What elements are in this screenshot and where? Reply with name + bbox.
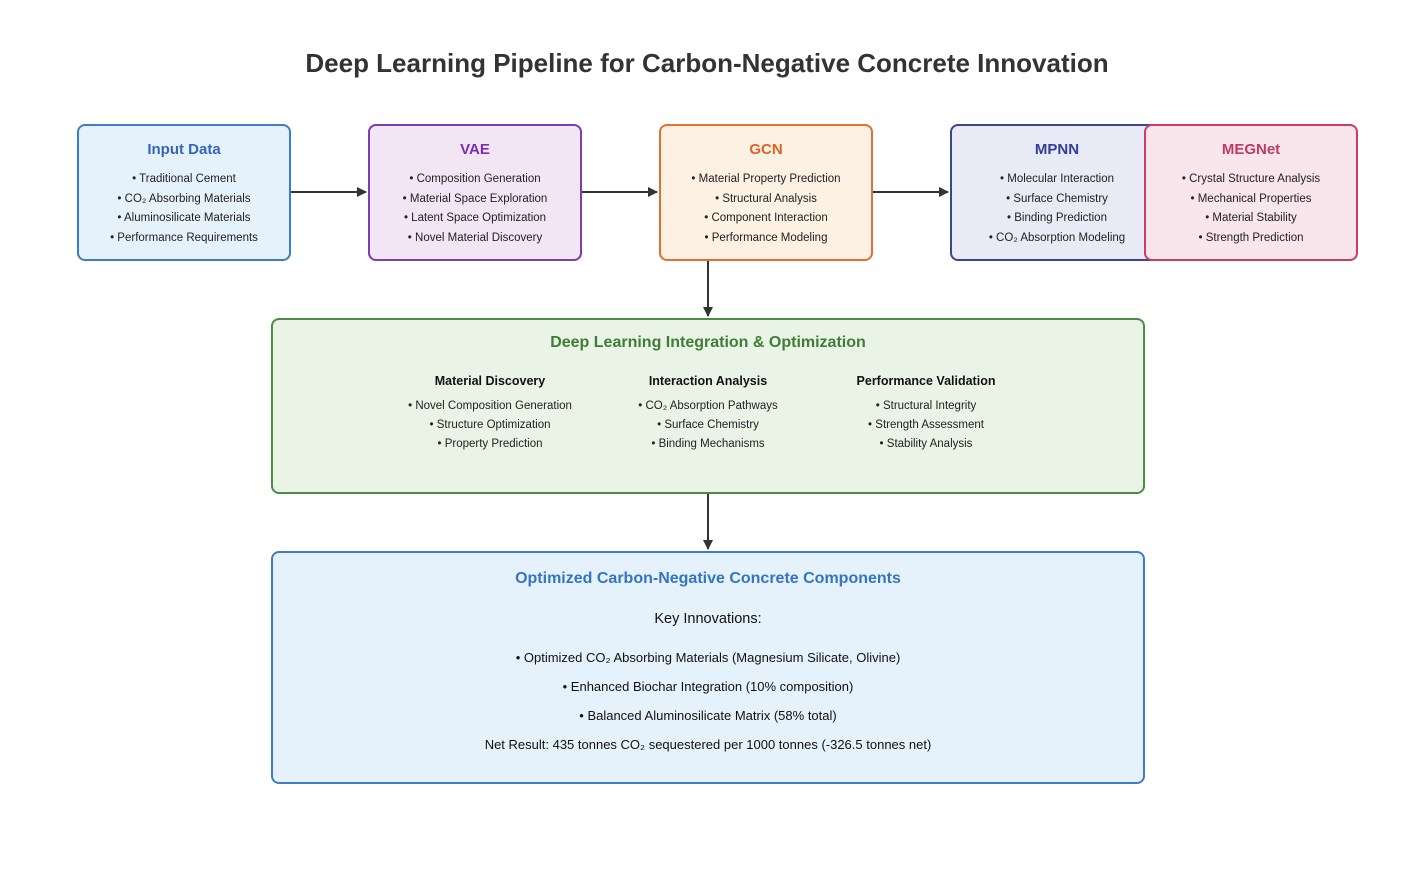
integration-title: Deep Learning Integration & Optimization <box>550 334 866 351</box>
list-item: Novel Composition Generation <box>385 397 595 416</box>
list-item: Traditional Cement <box>79 170 289 190</box>
list-item: CO₂ Absorbing Materials <box>79 190 289 210</box>
gcn-box: GCN Material Property Prediction Structu… <box>659 124 873 261</box>
gcn-title: GCN <box>749 141 783 158</box>
list-item: Structural Integrity <box>821 397 1031 416</box>
interaction-analysis-column: Interaction Analysis CO₂ Absorption Path… <box>603 374 813 454</box>
vae-box: VAE Composition Generation Material Spac… <box>368 124 582 261</box>
megnet-title: MEGNet <box>1221 141 1281 158</box>
megnet-box: MEGNet Crystal Structure Analysis Mechan… <box>1144 124 1358 261</box>
key-innovations-heading: Key Innovations: <box>654 611 762 627</box>
list-item: Structural Analysis <box>661 190 871 210</box>
column-title: Material Discovery <box>434 374 546 388</box>
column-title: Performance Validation <box>856 374 996 388</box>
gcn-list: Material Property Prediction Structural … <box>661 170 871 248</box>
list-item: Latent Space Optimization <box>370 209 580 229</box>
list-item: Strength Assessment <box>821 416 1031 435</box>
input-data-title: Input Data <box>147 141 221 158</box>
list-item: Stability Analysis <box>821 435 1031 454</box>
diagram-title: Deep Learning Pipeline for Carbon-Negati… <box>305 48 1109 78</box>
list-item: Binding Prediction <box>952 209 1162 229</box>
integration-box: Deep Learning Integration & Optimization… <box>271 318 1145 494</box>
output-title: Optimized Carbon-Negative Concrete Compo… <box>515 570 901 587</box>
input-data-box: Input Data Traditional Cement CO₂ Absorb… <box>77 124 291 261</box>
list-item: Novel Material Discovery <box>370 229 580 249</box>
list-item: Performance Requirements <box>79 229 289 249</box>
list-item: Optimized CO₂ Absorbing Materials (Magne… <box>273 643 1143 672</box>
list-item: CO₂ Absorption Pathways <box>603 397 813 416</box>
net-result: Net Result: 435 tonnes CO₂ sequestered p… <box>484 737 932 752</box>
list-item: Structure Optimization <box>385 416 595 435</box>
list-item: Mechanical Properties <box>1146 190 1356 210</box>
list-item: Property Prediction <box>385 435 595 454</box>
mpnn-box: MPNN Molecular Interaction Surface Chemi… <box>950 124 1164 261</box>
list-item: Component Interaction <box>661 209 871 229</box>
list-item: Binding Mechanisms <box>603 435 813 454</box>
mpnn-title: MPNN <box>1034 141 1080 158</box>
list-item: Molecular Interaction <box>952 170 1162 190</box>
list-item: Balanced Aluminosilicate Matrix (58% tot… <box>273 701 1143 730</box>
vae-title: VAE <box>460 141 490 158</box>
list-item: Aluminosilicate Materials <box>79 209 289 229</box>
list-item: Composition Generation <box>370 170 580 190</box>
list-item: Performance Modeling <box>661 229 871 249</box>
list-item: Surface Chemistry <box>603 416 813 435</box>
list-item: Crystal Structure Analysis <box>1146 170 1356 190</box>
list-item: Enhanced Biochar Integration (10% compos… <box>273 672 1143 701</box>
mpnn-list: Molecular Interaction Surface Chemistry … <box>952 170 1162 248</box>
list-item: Material Space Exploration <box>370 190 580 210</box>
list-item: Surface Chemistry <box>952 190 1162 210</box>
list-item: Material Stability <box>1146 209 1356 229</box>
list-item: CO₂ Absorption Modeling <box>952 229 1162 249</box>
performance-validation-column: Performance Validation Structural Integr… <box>821 374 1031 454</box>
column-title: Interaction Analysis <box>648 374 768 388</box>
list-item: Material Property Prediction <box>661 170 871 190</box>
output-box: Optimized Carbon-Negative Concrete Compo… <box>271 551 1145 784</box>
megnet-list: Crystal Structure Analysis Mechanical Pr… <box>1146 170 1356 248</box>
innovations-list: Optimized CO₂ Absorbing Materials (Magne… <box>273 643 1143 730</box>
input-data-list: Traditional Cement CO₂ Absorbing Materia… <box>79 170 289 248</box>
list-item: Strength Prediction <box>1146 229 1356 249</box>
material-discovery-column: Material Discovery Novel Composition Gen… <box>385 374 595 454</box>
vae-list: Composition Generation Material Space Ex… <box>370 170 580 248</box>
